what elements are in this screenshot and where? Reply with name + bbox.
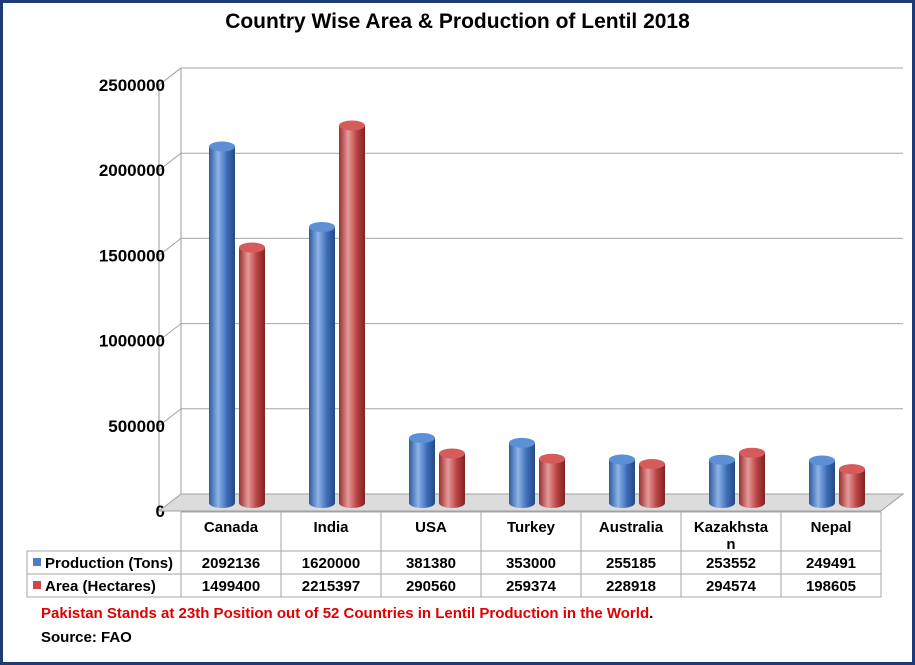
table-value: 353000 — [506, 555, 556, 572]
gridline-side — [158, 323, 182, 341]
bar-production-turkey — [509, 442, 535, 508]
y-tick-label: 2500000 — [99, 76, 165, 95]
category-label: Turkey — [507, 519, 556, 536]
table-value: 2215397 — [302, 578, 360, 595]
category-label: Kazakhsta — [694, 519, 769, 536]
bar-production-nepal — [809, 460, 835, 508]
bar-top-cap — [839, 464, 865, 475]
legend-label: Area (Hectares) — [45, 578, 156, 595]
footnote: Pakistan Stands at 23th Position out of … — [41, 605, 653, 622]
bar-production-usa — [409, 438, 435, 508]
category-label: Canada — [204, 519, 259, 536]
table-value: 2092136 — [202, 555, 260, 572]
table-value: 228918 — [606, 578, 656, 595]
bar-top-cap — [809, 455, 835, 466]
bar-top-cap — [509, 437, 535, 448]
y-tick-label: 1000000 — [99, 332, 165, 351]
bar-top-cap — [539, 453, 565, 464]
bar-production-canada — [209, 146, 235, 508]
table-value: 381380 — [406, 555, 456, 572]
bar-top-cap — [239, 242, 265, 253]
bar-production-kazakhstan — [709, 459, 735, 508]
table-value: 253552 — [706, 555, 756, 572]
bar-top-cap — [209, 141, 235, 152]
bar-top-cap — [339, 120, 365, 131]
bar-top-cap — [409, 433, 435, 444]
source-note: Source: FAO — [41, 629, 132, 646]
table-value: 255185 — [606, 555, 656, 572]
bar-area-canada — [239, 247, 265, 508]
category-label: Australia — [599, 519, 664, 536]
table-value: 1499400 — [202, 578, 260, 595]
gridline-side — [158, 238, 182, 256]
gridline-side — [158, 67, 182, 86]
y-tick-label: 500000 — [108, 417, 165, 436]
bar-top-cap — [309, 221, 335, 232]
table-value: 249491 — [806, 555, 856, 572]
bar-top-cap — [739, 447, 765, 458]
gridline-side — [158, 152, 182, 171]
legend-key-0 — [33, 558, 41, 566]
bar-area-nepal — [839, 469, 865, 508]
bar-area-usa — [439, 453, 465, 508]
chart-title: Country Wise Area & Production of Lentil… — [225, 10, 690, 33]
category-label: Nepal — [811, 519, 852, 536]
bar-area-australia — [639, 463, 665, 508]
table-value: 1620000 — [302, 555, 360, 572]
bar-top-cap — [609, 454, 635, 465]
table-value: 259374 — [506, 578, 557, 595]
category-label: USA — [415, 519, 447, 536]
gridline-side — [158, 408, 182, 427]
bar-top-cap — [439, 448, 465, 459]
bar-area-india — [339, 125, 365, 509]
footnote-text: Pakistan Stands at 23th Position out of … — [41, 605, 650, 622]
y-tick-label: 2000000 — [99, 161, 165, 180]
y-tick-label: 1500000 — [99, 246, 165, 265]
table-value: 294574 — [706, 578, 757, 595]
table-value: 290560 — [406, 578, 456, 595]
legend-label: Production (Tons) — [45, 555, 173, 572]
footnote-end: . — [649, 605, 654, 622]
bar-top-cap — [709, 454, 735, 465]
bar-area-turkey — [539, 458, 565, 508]
bar-production-india — [309, 226, 335, 508]
bar-top-cap — [639, 458, 665, 469]
category-label: n — [726, 536, 735, 553]
bar-production-australia — [609, 459, 635, 508]
legend-key-1 — [33, 581, 41, 589]
bar-area-kazakhstan — [739, 452, 765, 508]
category-label: India — [313, 519, 349, 536]
table-value: 198605 — [806, 578, 856, 595]
